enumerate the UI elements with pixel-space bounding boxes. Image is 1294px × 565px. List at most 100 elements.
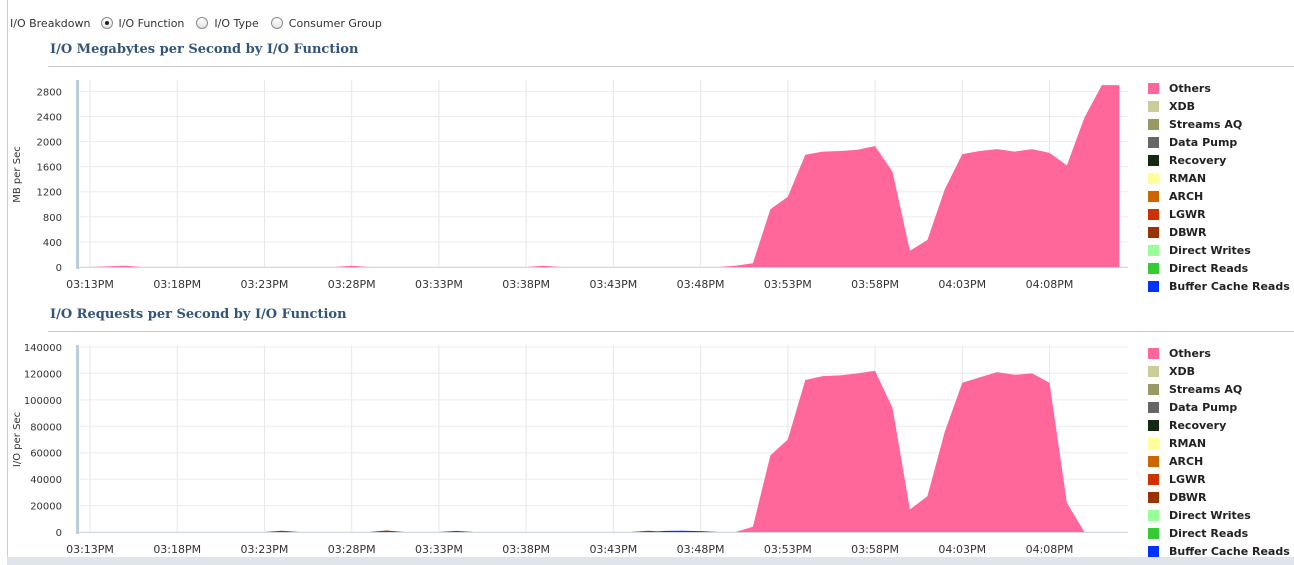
legend-item-arch: ARCH xyxy=(1148,187,1203,205)
legend-swatch xyxy=(1148,208,1159,220)
legend-label: LGWR xyxy=(1169,472,1206,486)
page-left-border xyxy=(7,0,8,565)
legend-label: LGWR xyxy=(1169,207,1206,221)
y-tick-label: 0 xyxy=(56,528,62,539)
legend-item-dbwr: DBWR xyxy=(1148,488,1207,506)
legend-item-arch: ARCH xyxy=(1148,452,1203,470)
x-tick-label: 03:58PM xyxy=(851,278,899,291)
legend-swatch xyxy=(1148,383,1159,395)
radio-label-io-function: I/O Function xyxy=(118,16,185,30)
legend-label: ARCH xyxy=(1169,454,1204,468)
x-tick-label: 03:33PM xyxy=(415,543,463,556)
legend-item-direct-writes: Direct Writes xyxy=(1148,241,1251,259)
radio-option-consumer-group[interactable]: Consumer Group xyxy=(270,16,382,30)
legend-swatch xyxy=(1148,545,1159,557)
radio-option-io-function[interactable]: I/O Function xyxy=(100,16,185,30)
legend-swatch xyxy=(1148,190,1159,202)
x-tick-label: 03:18PM xyxy=(153,278,201,291)
legend-swatch xyxy=(1148,172,1159,184)
legend-swatch xyxy=(1148,437,1159,449)
bottom-section-strip xyxy=(7,557,1294,565)
legend-swatch xyxy=(1148,527,1159,539)
x-tick-labels: 03:13PM 03:18PM 03:23PM 03:28PM 03:33PM 03:38… xyxy=(66,278,1073,291)
legend-label: XDB xyxy=(1169,99,1195,113)
io-breakdown-label: I/O Breakdown xyxy=(10,16,91,30)
legend-label: DBWR xyxy=(1169,225,1207,239)
legend-item-xdb: XDB xyxy=(1148,97,1195,115)
requests-per-sec-chart: 0200004000060000800001000001200001400000… xyxy=(12,343,1128,556)
y-tick-label: 40000 xyxy=(30,475,62,486)
area-series-others xyxy=(90,85,1120,267)
legend-swatch xyxy=(1148,401,1159,413)
legend-label: Direct Writes xyxy=(1169,508,1251,522)
legend-swatch xyxy=(1148,82,1159,94)
x-tick-label: 03:13PM xyxy=(66,278,114,291)
legend-item-rman: RMAN xyxy=(1148,434,1206,452)
legend-item-data-pump: Data Pump xyxy=(1148,133,1237,151)
legend-item-direct-reads: Direct Reads xyxy=(1148,259,1248,277)
series-areas xyxy=(90,370,1085,532)
legend-item-lgwr: LGWR xyxy=(1148,205,1206,223)
x-tick-label: 03:58PM xyxy=(851,543,899,556)
y-axis-line xyxy=(76,345,79,534)
legend-swatch xyxy=(1148,100,1159,112)
y-tick-label: 60000 xyxy=(30,449,62,460)
chart-title-divider xyxy=(48,331,1294,332)
y-tick-label: 20000 xyxy=(30,502,62,513)
y-tick-label: 1600 xyxy=(37,163,62,174)
x-tick-label: 03:33PM xyxy=(415,278,463,291)
legend-swatch xyxy=(1148,136,1159,148)
y-tick-label: 0 xyxy=(56,263,62,274)
legend-label: Data Pump xyxy=(1169,400,1238,414)
y-tick-label: 100000 xyxy=(24,396,62,407)
legend-item-direct-writes: Direct Writes xyxy=(1148,506,1251,524)
legend-label: Buffer Cache Reads xyxy=(1169,279,1290,293)
legend-swatch xyxy=(1148,473,1159,485)
x-tick-label: 03:28PM xyxy=(328,543,376,556)
radio-option-io-type[interactable]: I/O Type xyxy=(196,17,259,30)
legend-item-others: Others xyxy=(1148,79,1211,97)
x-tick-label: 03:23PM xyxy=(241,278,289,291)
legend-label: ARCH xyxy=(1169,189,1204,203)
y-axis-title: I/O per Sec xyxy=(12,412,23,467)
legend-item-others: Others xyxy=(1148,344,1211,362)
chart-title-mb-per-sec: I/O Megabytes per Second by I/O Function xyxy=(50,42,359,57)
radio-io-function[interactable] xyxy=(100,17,113,29)
y-tick-labels: 0 400 800 1200 1600 2000 2400 2800 xyxy=(37,87,62,274)
legend-item-recovery: Recovery xyxy=(1148,151,1226,169)
legend-item-streams-aq: Streams AQ xyxy=(1148,380,1242,398)
area-series-others xyxy=(90,370,1085,532)
x-tick-label: 04:08PM xyxy=(1026,543,1074,556)
legend-label: Streams AQ xyxy=(1169,382,1243,396)
chart-title-divider xyxy=(48,66,1294,67)
legend-label: Recovery xyxy=(1169,153,1227,167)
legend-swatch xyxy=(1148,226,1159,238)
y-axis-title: MB per Sec xyxy=(12,146,23,202)
legend-item-data-pump: Data Pump xyxy=(1148,398,1237,416)
x-tick-label: 03:13PM xyxy=(66,543,114,556)
y-tick-label: 400 xyxy=(43,238,62,249)
x-tick-label: 03:53PM xyxy=(764,543,812,556)
x-tick-label: 03:38PM xyxy=(502,543,550,556)
legend-label: Direct Reads xyxy=(1169,261,1249,275)
legend-swatch xyxy=(1148,244,1159,256)
legend-swatch xyxy=(1148,280,1159,292)
legend-swatch xyxy=(1148,509,1159,521)
x-tick-label: 03:18PM xyxy=(153,543,201,556)
y-tick-label: 80000 xyxy=(30,422,62,433)
radio-consumer-group[interactable] xyxy=(270,17,283,29)
legend-label: DBWR xyxy=(1169,490,1207,504)
legend-label: Buffer Cache Reads xyxy=(1169,544,1290,558)
x-tick-label: 03:38PM xyxy=(502,278,550,291)
radio-io-type[interactable] xyxy=(196,17,209,29)
legend-label: Data Pump xyxy=(1169,135,1238,149)
y-tick-label: 2400 xyxy=(37,112,62,123)
y-tick-label: 800 xyxy=(43,213,62,224)
io-breakdown-selector: I/O Breakdown I/O Function I/O Type Cons… xyxy=(10,14,394,32)
y-tick-label: 1200 xyxy=(37,188,62,199)
legend-item-dbwr: DBWR xyxy=(1148,223,1207,241)
legend-label: RMAN xyxy=(1169,171,1207,185)
legend-item-streams-aq: Streams AQ xyxy=(1148,115,1242,133)
radio-label-consumer-group: Consumer Group xyxy=(288,16,382,30)
y-tick-labels: 0 20000 40000 60000 80000 100000 120000 140000 xyxy=(24,343,62,539)
